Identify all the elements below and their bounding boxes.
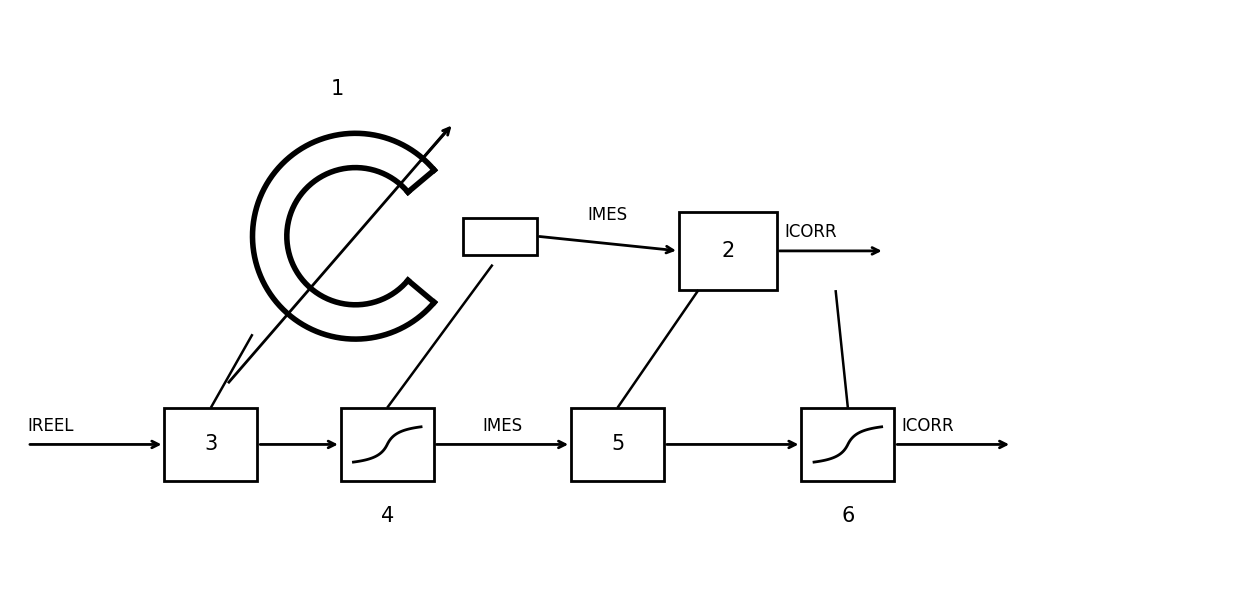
Bar (341, 408, 434, 481)
Text: 5: 5 (611, 434, 624, 454)
Text: 6: 6 (841, 506, 854, 526)
Text: IMES: IMES (588, 206, 627, 224)
Text: IMES: IMES (482, 417, 522, 435)
Bar (570, 408, 665, 481)
Text: 3: 3 (205, 434, 217, 454)
Text: 1: 1 (331, 79, 345, 99)
Bar (801, 408, 894, 481)
Bar (464, 218, 537, 255)
Text: ICORR: ICORR (785, 223, 837, 241)
Text: 4: 4 (381, 506, 394, 526)
Text: IREEL: IREEL (27, 417, 73, 435)
Text: ICORR: ICORR (901, 417, 954, 435)
Bar (678, 212, 776, 290)
Text: 2: 2 (722, 241, 734, 261)
Bar (164, 408, 258, 481)
